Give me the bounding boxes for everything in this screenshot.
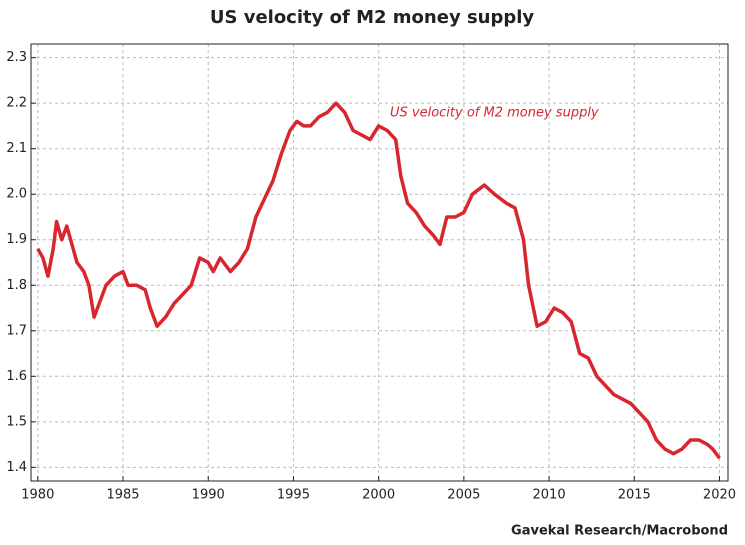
source: Gavekal Research/Macrobond <box>511 524 728 539</box>
y-tick-label: 2.2 <box>6 96 27 111</box>
y-tick-label: 1.8 <box>6 278 27 293</box>
x-tick-label: 2010 <box>533 488 566 503</box>
y-tick-label: 1.5 <box>6 414 27 429</box>
y-tick-label: 2.0 <box>6 187 27 202</box>
y-tick-label: 2.3 <box>6 50 27 65</box>
x-tick-label: 1985 <box>106 488 139 503</box>
plot-frame <box>30 43 729 482</box>
y-tick-label: 1.7 <box>6 323 27 338</box>
x-tick-label: 1995 <box>277 488 310 503</box>
y-tick-label: 1.9 <box>6 232 27 247</box>
x-tick-label: 2015 <box>618 488 651 503</box>
y-tick-label: 1.4 <box>6 460 27 475</box>
x-tick-label: 1990 <box>192 488 225 503</box>
y-tick-label: 2.1 <box>6 141 27 156</box>
line-series <box>36 101 721 460</box>
x-tick-label: 2000 <box>362 488 395 503</box>
series-label: US velocity of M2 money supply <box>390 106 599 121</box>
chart-title: US velocity of M2 money supply <box>210 7 535 28</box>
x-tick-label: 1980 <box>21 488 54 503</box>
y-tick-label: 1.6 <box>6 369 27 384</box>
x-tick-label: 2005 <box>447 488 480 503</box>
x-tick-label: 2020 <box>703 488 736 503</box>
